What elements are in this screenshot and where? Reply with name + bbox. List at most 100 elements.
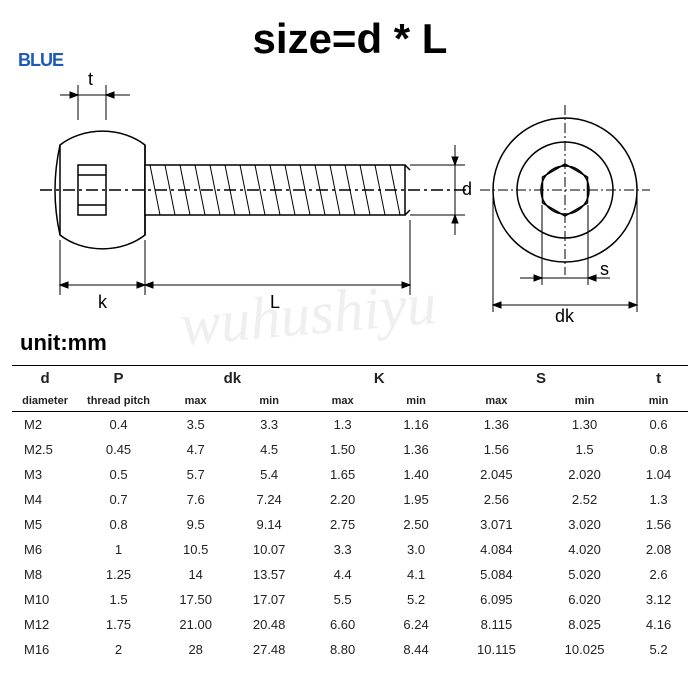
table-cell: 2.020 bbox=[540, 462, 629, 487]
sub-k-max: max bbox=[306, 391, 379, 412]
table-cell: 1.5 bbox=[540, 437, 629, 462]
dim-L-label: L bbox=[270, 292, 280, 312]
sub-t-min: min bbox=[629, 391, 688, 412]
table-row: M50.89.59.142.752.503.0713.0201.56 bbox=[12, 512, 688, 537]
table-row: M121.7521.0020.486.606.248.1158.0254.16 bbox=[12, 612, 688, 637]
table-cell: 2 bbox=[78, 637, 159, 662]
spec-table: d P dk K S t diameter thread pitch max m… bbox=[12, 365, 688, 662]
table-cell: 14 bbox=[159, 562, 232, 587]
col-k: K bbox=[306, 366, 453, 392]
table-cell: 8.44 bbox=[379, 637, 452, 662]
table-cell: 5.020 bbox=[540, 562, 629, 587]
dim-dk-label: dk bbox=[555, 306, 575, 326]
table-cell: 4.16 bbox=[629, 612, 688, 637]
sub-k-min: min bbox=[379, 391, 452, 412]
table-cell: 3.5 bbox=[159, 412, 232, 438]
table-cell: 3.071 bbox=[453, 512, 540, 537]
table-cell: 0.8 bbox=[629, 437, 688, 462]
table-cell: 2.6 bbox=[629, 562, 688, 587]
table-cell: M2 bbox=[12, 412, 78, 438]
table-cell: 1.95 bbox=[379, 487, 452, 512]
table-cell: 1.56 bbox=[629, 512, 688, 537]
table-cell: M3 bbox=[12, 462, 78, 487]
col-p: P bbox=[78, 366, 159, 392]
side-view bbox=[40, 131, 470, 249]
page-title: size=d * L bbox=[253, 15, 448, 63]
table-cell: 8.115 bbox=[453, 612, 540, 637]
table-cell: 5.4 bbox=[232, 462, 305, 487]
table-cell: 5.084 bbox=[453, 562, 540, 587]
col-dk: dk bbox=[159, 366, 306, 392]
table-cell: 0.8 bbox=[78, 512, 159, 537]
table-cell: 10.07 bbox=[232, 537, 305, 562]
table-row: M81.251413.574.44.15.0845.0202.6 bbox=[12, 562, 688, 587]
table-cell: 6.60 bbox=[306, 612, 379, 637]
sub-s-max: max bbox=[453, 391, 540, 412]
table-row: M6110.510.073.33.04.0844.0202.08 bbox=[12, 537, 688, 562]
table-cell: 4.7 bbox=[159, 437, 232, 462]
table-cell: 1.3 bbox=[306, 412, 379, 438]
table-cell: 6.020 bbox=[540, 587, 629, 612]
table-cell: M6 bbox=[12, 537, 78, 562]
table-cell: 3.3 bbox=[232, 412, 305, 438]
table-cell: 1.50 bbox=[306, 437, 379, 462]
dim-d-label: d bbox=[462, 179, 472, 199]
table-cell: 4.084 bbox=[453, 537, 540, 562]
table-cell: 2.56 bbox=[453, 487, 540, 512]
table-cell: 2.52 bbox=[540, 487, 629, 512]
table-cell: 10.5 bbox=[159, 537, 232, 562]
table-cell: 2.20 bbox=[306, 487, 379, 512]
table-cell: 2.08 bbox=[629, 537, 688, 562]
table-cell: 1.40 bbox=[379, 462, 452, 487]
col-s: S bbox=[453, 366, 629, 392]
table-cell: 2.045 bbox=[453, 462, 540, 487]
table-cell: 1.25 bbox=[78, 562, 159, 587]
table-cell: 1.36 bbox=[379, 437, 452, 462]
table-cell: 6.095 bbox=[453, 587, 540, 612]
table-row: M40.77.67.242.201.952.562.521.3 bbox=[12, 487, 688, 512]
table-cell: 4.4 bbox=[306, 562, 379, 587]
table-row: M30.55.75.41.651.402.0452.0201.04 bbox=[12, 462, 688, 487]
sub-d: diameter bbox=[12, 391, 78, 412]
table-row: M20.43.53.31.31.161.361.300.6 bbox=[12, 412, 688, 438]
table-cell: M2.5 bbox=[12, 437, 78, 462]
table-cell: 1.16 bbox=[379, 412, 452, 438]
table-cell: 3.0 bbox=[379, 537, 452, 562]
table-cell: 5.5 bbox=[306, 587, 379, 612]
table-cell: 28 bbox=[159, 637, 232, 662]
table-cell: 4.020 bbox=[540, 537, 629, 562]
table-cell: 3.020 bbox=[540, 512, 629, 537]
table-cell: 0.7 bbox=[78, 487, 159, 512]
table-cell: M5 bbox=[12, 512, 78, 537]
table-row: M1622827.488.808.4410.11510.0255.2 bbox=[12, 637, 688, 662]
table-cell: M4 bbox=[12, 487, 78, 512]
table-row: M2.50.454.74.51.501.361.561.50.8 bbox=[12, 437, 688, 462]
dim-s-label: s bbox=[600, 259, 609, 279]
table-cell: 1.65 bbox=[306, 462, 379, 487]
sub-dk-max: max bbox=[159, 391, 232, 412]
table-cell: 9.14 bbox=[232, 512, 305, 537]
table-cell: M16 bbox=[12, 637, 78, 662]
sub-p: thread pitch bbox=[78, 391, 159, 412]
table-cell: 0.4 bbox=[78, 412, 159, 438]
table-cell: 13.57 bbox=[232, 562, 305, 587]
table-cell: 17.07 bbox=[232, 587, 305, 612]
col-t: t bbox=[629, 366, 688, 392]
table-cell: 0.5 bbox=[78, 462, 159, 487]
table-cell: 10.025 bbox=[540, 637, 629, 662]
table-row: M101.517.5017.075.55.26.0956.0203.12 bbox=[12, 587, 688, 612]
table-cell: 9.5 bbox=[159, 512, 232, 537]
spec-table-body: M20.43.53.31.31.161.361.300.6M2.50.454.7… bbox=[12, 412, 688, 663]
table-cell: 1.56 bbox=[453, 437, 540, 462]
sub-s-min: min bbox=[540, 391, 629, 412]
table-cell: 8.025 bbox=[540, 612, 629, 637]
unit-label: unit:mm bbox=[20, 330, 107, 356]
table-cell: M8 bbox=[12, 562, 78, 587]
table-cell: 17.50 bbox=[159, 587, 232, 612]
table-cell: 0.45 bbox=[78, 437, 159, 462]
table-cell: 3.12 bbox=[629, 587, 688, 612]
table-cell: 7.6 bbox=[159, 487, 232, 512]
table-cell: 7.24 bbox=[232, 487, 305, 512]
table-cell: 2.75 bbox=[306, 512, 379, 537]
table-cell: 1.5 bbox=[78, 587, 159, 612]
